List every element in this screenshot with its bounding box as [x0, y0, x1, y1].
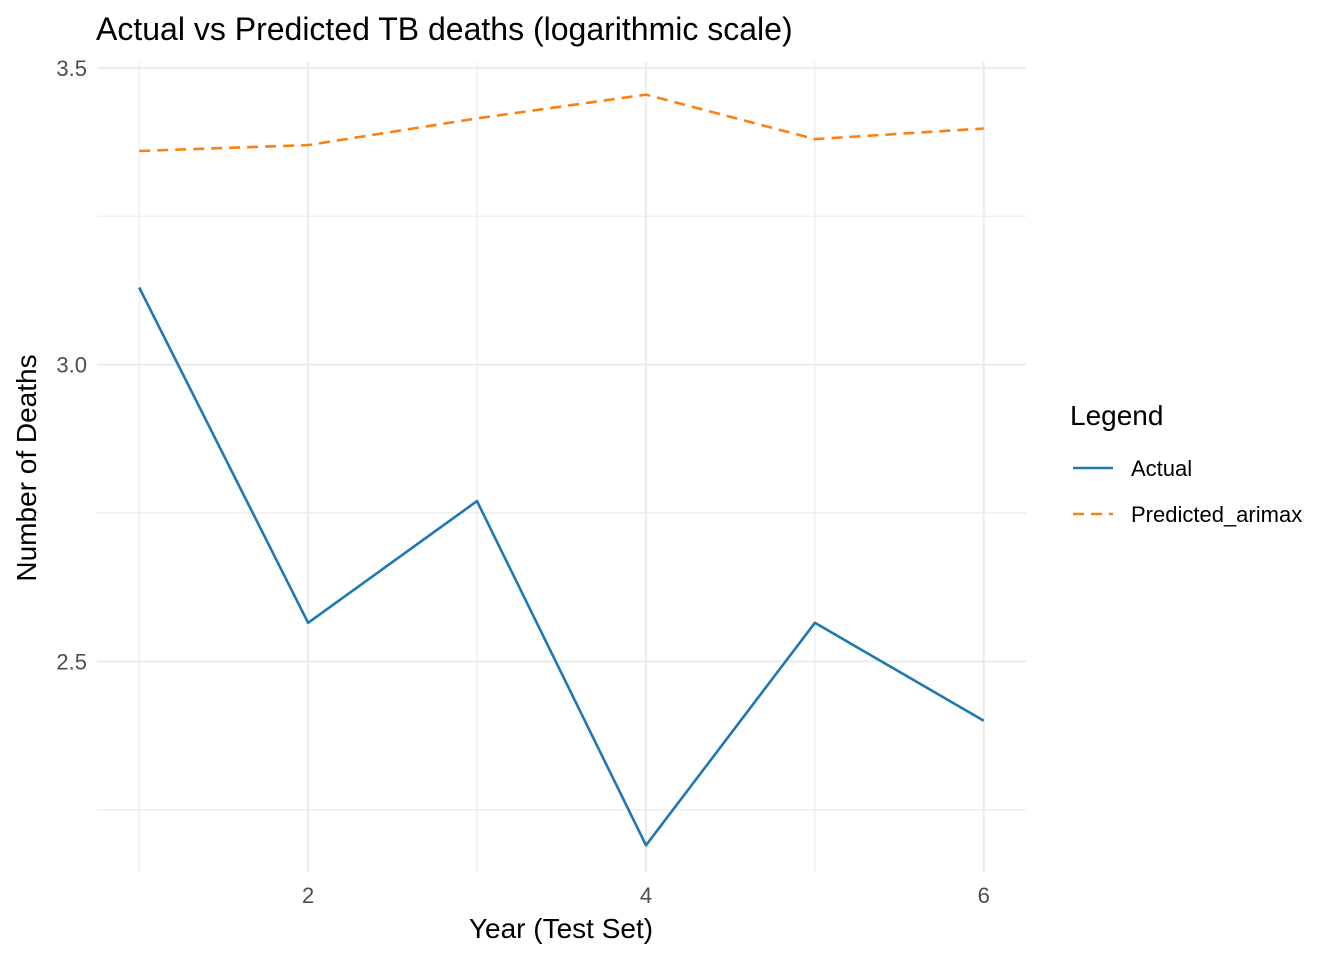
- axis-ticks: 2 4 6 2.5 3.0 3.5: [56, 56, 989, 908]
- x-axis-title: Year (Test Set): [469, 913, 653, 944]
- series-lines: [138, 93, 985, 847]
- legend-items: Actual Predicted_arimax: [1073, 456, 1302, 527]
- legend-label: Actual: [1131, 456, 1192, 481]
- legend: Legend Actual Predicted_arimax: [1070, 400, 1302, 527]
- y-axis-title: Number of Deaths: [11, 354, 42, 581]
- legend-title: Legend: [1070, 400, 1163, 431]
- x-tick-label: 4: [640, 883, 652, 908]
- x-tick-label: 2: [302, 883, 314, 908]
- chart-title: Actual vs Predicted TB deaths (logarithm…: [96, 11, 793, 47]
- series-line-actual: [138, 286, 985, 847]
- y-tick-label: 3.5: [56, 56, 87, 81]
- y-tick-label: 2.5: [56, 649, 87, 674]
- y-tick-label: 3.0: [56, 353, 87, 378]
- grid-lines: [97, 62, 1026, 872]
- x-tick-label: 6: [978, 883, 990, 908]
- legend-label: Predicted_arimax: [1131, 502, 1302, 527]
- series-line-predicted-arimax: [139, 93, 984, 153]
